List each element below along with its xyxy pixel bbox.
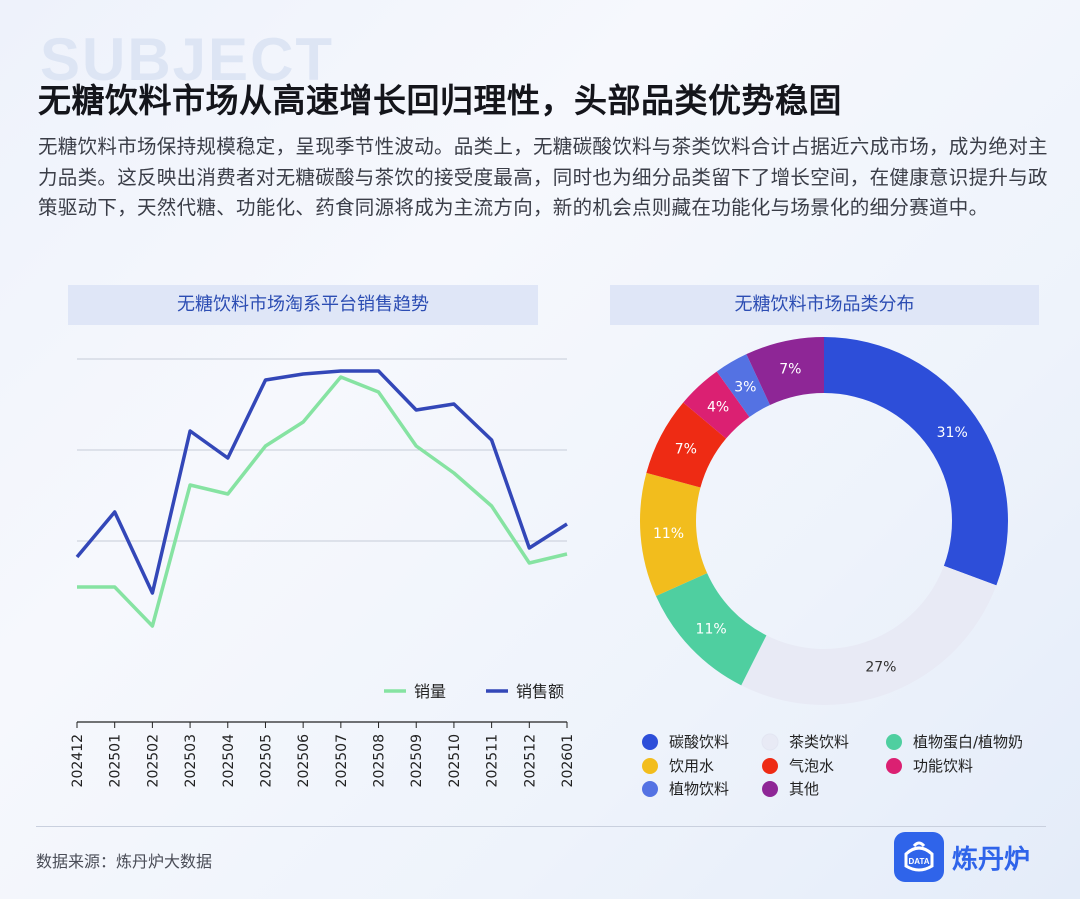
slice-value-label: 11% <box>653 526 684 542</box>
slice-value-label: 27% <box>865 659 896 675</box>
legend-label: 植物饮料 <box>669 780 729 798</box>
x-tick-label: 202512 <box>522 734 538 787</box>
legend-swatch <box>642 734 658 750</box>
logo-badge-text: DATA <box>908 857 929 866</box>
intro-paragraph: 无糖饮料市场保持规模稳定，呈现季节性波动。品类上，无糖碳酸饮料与茶类饮料合计占据… <box>38 135 1048 219</box>
x-tick-label: 202601 <box>560 734 576 787</box>
x-tick-label: 202511 <box>485 734 501 787</box>
x-tick-label: 202508 <box>372 734 388 787</box>
legend-swatch <box>762 758 778 774</box>
x-tick-label: 202507 <box>334 734 350 787</box>
donut-slice <box>683 371 750 439</box>
footer-divider <box>36 826 1046 827</box>
donut-slice <box>746 337 824 405</box>
slice-value-label: 31% <box>937 425 968 441</box>
x-tick-label: 202503 <box>183 734 199 787</box>
legend-swatch <box>886 734 902 750</box>
x-tick-label: 202510 <box>447 734 463 787</box>
x-tick-label: 202504 <box>221 734 237 788</box>
x-tick-label: 202412 <box>70 734 86 787</box>
donut-slice <box>824 337 1008 586</box>
x-tick-label: 202506 <box>296 734 312 788</box>
data-source: 数据来源：炼丹炉大数据 <box>36 852 213 871</box>
brand-logo: DATA 炼丹炉 <box>894 832 1030 882</box>
slice-value-label: 11% <box>696 622 727 638</box>
slice-value-label: 4% <box>707 400 729 416</box>
x-tick-label: 202502 <box>145 734 161 787</box>
legend-label: 气泡水 <box>789 757 834 775</box>
legend-label: 销量 <box>414 682 446 701</box>
logo-text: 炼丹炉 <box>952 844 1031 875</box>
legend-label: 茶类饮料 <box>789 733 849 751</box>
legend-swatch <box>642 781 658 797</box>
donut-chart-title: 无糖饮料市场品类分布 <box>610 285 1039 325</box>
legend-label: 其他 <box>789 780 819 798</box>
furnace-icon: DATA <box>894 832 944 882</box>
series-line <box>75 369 568 595</box>
x-tick-label: 202509 <box>409 734 425 787</box>
legend-swatch <box>886 758 902 774</box>
slice-value-label: 7% <box>675 442 697 458</box>
page-title: 无糖饮料市场从高速增长回归理性，头部品类优势稳固 <box>38 81 842 120</box>
legend-label: 植物蛋白/植物奶 <box>913 733 1023 751</box>
donut-slice <box>741 565 997 706</box>
legend-label: 饮用水 <box>669 757 714 775</box>
legend-label: 销售额 <box>516 682 564 701</box>
donut-slice <box>640 472 708 597</box>
legend-label: 碳酸饮料 <box>669 733 729 751</box>
x-tick-label: 202501 <box>108 734 124 787</box>
legend-label: 功能饮料 <box>913 757 973 775</box>
donut-slice <box>716 354 771 417</box>
donut-slice <box>655 573 767 686</box>
series-line <box>77 375 568 628</box>
slice-value-label: 7% <box>779 362 801 378</box>
donut-slice <box>646 402 727 488</box>
x-tick-label: 202505 <box>258 734 274 787</box>
legend-swatch <box>762 781 778 797</box>
slice-value-label: 3% <box>734 379 756 395</box>
legend-swatch <box>761 733 779 751</box>
legend-swatch <box>642 758 658 774</box>
line-chart-title: 无糖饮料市场淘系平台销售趋势 <box>68 285 538 325</box>
watermark-text: SUBJECT <box>40 26 335 93</box>
